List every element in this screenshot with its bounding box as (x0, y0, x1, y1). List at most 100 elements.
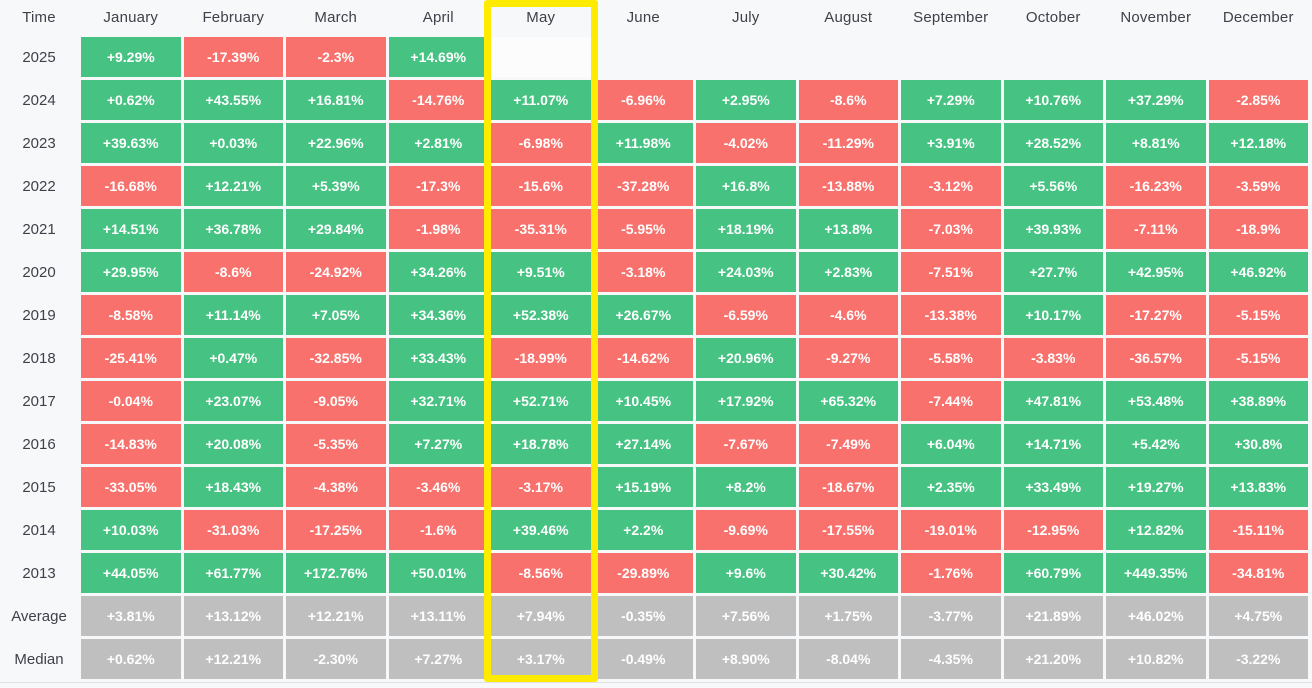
cell-2014-december: -15.11% (1208, 510, 1308, 550)
cell-2025-april: +14.69% (388, 37, 488, 77)
cell-2023-february: +0.03% (183, 123, 283, 163)
cell-average-march: +12.21% (286, 596, 386, 636)
cell-2017-november: +53.48% (1106, 381, 1206, 421)
row-label-2018: 2018 (22, 349, 56, 367)
cell-2015-november: +19.27% (1106, 467, 1206, 507)
cell-2023-april: +2.81% (388, 123, 488, 163)
cell-2017-july: +17.92% (696, 381, 796, 421)
cell-2014-august: -17.55% (798, 510, 898, 550)
cell-2013-august: +30.42% (798, 553, 898, 593)
cell-average-july: +7.56% (696, 596, 796, 636)
row-label-2021: 2021 (22, 220, 56, 238)
cell-2022-january: -16.68% (81, 166, 181, 206)
cell-2013-november: +449.35% (1106, 553, 1206, 593)
cell-2020-august: +2.83% (798, 252, 898, 292)
cell-2021-january: +14.51% (81, 209, 181, 249)
cell-median-april: +7.27% (388, 639, 488, 679)
cell-2024-september: +7.29% (901, 80, 1001, 120)
table-bottom-divider (0, 682, 1312, 683)
cell-2021-september: -7.03% (901, 209, 1001, 249)
cell-2014-february: -31.03% (183, 510, 283, 550)
cell-2023-september: +3.91% (901, 123, 1001, 163)
cell-2018-january: -25.41% (81, 338, 181, 378)
cell-2017-june: +10.45% (593, 381, 693, 421)
cell-2018-august: -9.27% (798, 338, 898, 378)
column-header-january: January (103, 8, 159, 26)
cell-2021-march: +29.84% (286, 209, 386, 249)
cell-2023-march: +22.96% (286, 123, 386, 163)
column-header-july: July (732, 8, 760, 26)
cell-2019-september: -13.38% (901, 295, 1001, 335)
cell-2024-january: +0.62% (81, 80, 181, 120)
column-header-december: December (1222, 8, 1294, 26)
column-header-march: March (314, 8, 358, 26)
cell-2016-september: +6.04% (901, 424, 1001, 464)
cell-2013-december: -34.81% (1208, 553, 1308, 593)
row-label-2025: 2025 (22, 48, 56, 66)
cell-2016-april: +7.27% (388, 424, 488, 464)
cell-2024-december: -2.85% (1208, 80, 1308, 120)
cell-average-may: +7.94% (491, 596, 591, 636)
cell-2015-june: +15.19% (593, 467, 693, 507)
cell-2019-october: +10.17% (1003, 295, 1103, 335)
cell-2018-september: -5.58% (901, 338, 1001, 378)
cell-2018-november: -36.57% (1106, 338, 1206, 378)
column-header-june: June (626, 8, 660, 26)
cell-2024-august: -8.6% (798, 80, 898, 120)
cell-2022-july: +16.8% (696, 166, 796, 206)
cell-2018-june: -14.62% (593, 338, 693, 378)
cell-2021-february: +36.78% (183, 209, 283, 249)
cell-2023-january: +39.63% (81, 123, 181, 163)
cell-2025-february: -17.39% (183, 37, 283, 77)
cell-2016-february: +20.08% (183, 424, 283, 464)
cell-2021-june: -5.95% (593, 209, 693, 249)
cell-2022-april: -17.3% (388, 166, 488, 206)
cell-2020-october: +27.7% (1003, 252, 1103, 292)
cell-average-february: +13.12% (183, 596, 283, 636)
row-label-2023: 2023 (22, 134, 56, 152)
column-header-november: November (1120, 8, 1192, 26)
cell-median-january: +0.62% (81, 639, 181, 679)
cell-average-november: +46.02% (1106, 596, 1206, 636)
cell-2015-july: +8.2% (696, 467, 796, 507)
cell-2021-july: +18.19% (696, 209, 796, 249)
cell-2022-december: -3.59% (1208, 166, 1308, 206)
cell-2018-december: -5.15% (1208, 338, 1308, 378)
cell-median-may: +3.17% (491, 639, 591, 679)
cell-2022-march: +5.39% (286, 166, 386, 206)
cell-2019-april: +34.36% (388, 295, 488, 335)
cell-2025-may (491, 37, 591, 77)
cell-2016-october: +14.71% (1003, 424, 1103, 464)
cell-2019-january: -8.58% (81, 295, 181, 335)
cell-2016-november: +5.42% (1106, 424, 1206, 464)
row-label-median: Median (14, 650, 64, 668)
cell-average-june: -0.35% (593, 596, 693, 636)
cell-median-september: -4.35% (901, 639, 1001, 679)
row-label-2014: 2014 (22, 521, 56, 539)
cell-2013-september: -1.76% (901, 553, 1001, 593)
cell-2014-march: -17.25% (286, 510, 386, 550)
row-label-2020: 2020 (22, 263, 56, 281)
cell-2017-august: +65.32% (798, 381, 898, 421)
cell-2024-may: +11.07% (491, 80, 591, 120)
cell-2022-november: -16.23% (1106, 166, 1206, 206)
cell-2025-january: +9.29% (81, 37, 181, 77)
cell-2022-february: +12.21% (183, 166, 283, 206)
cell-2016-january: -14.83% (81, 424, 181, 464)
cell-2018-february: +0.47% (183, 338, 283, 378)
cell-2023-november: +8.81% (1106, 123, 1206, 163)
cell-average-december: +4.75% (1208, 596, 1308, 636)
cell-2013-february: +61.77% (183, 553, 283, 593)
cell-2022-august: -13.88% (798, 166, 898, 206)
cell-2020-february: -8.6% (183, 252, 283, 292)
cell-2018-october: -3.83% (1003, 338, 1103, 378)
cell-2023-august: -11.29% (798, 123, 898, 163)
cell-2020-september: -7.51% (901, 252, 1001, 292)
row-label-2024: 2024 (22, 91, 56, 109)
cell-2024-april: -14.76% (388, 80, 488, 120)
cell-2017-january: -0.04% (81, 381, 181, 421)
cell-2025-june (594, 37, 694, 77)
row-label-2015: 2015 (22, 478, 56, 496)
